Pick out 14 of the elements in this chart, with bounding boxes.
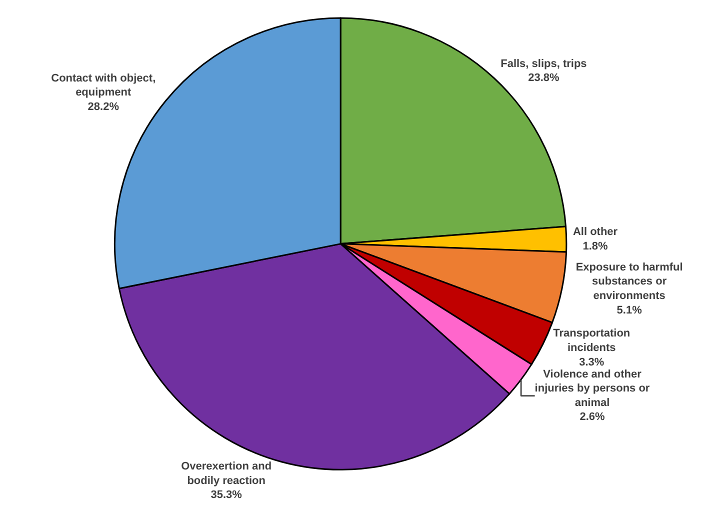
slice-label: Exposure to harmful substances or environments xyxy=(576,261,683,302)
slice-label: Transportation incidents xyxy=(553,328,630,354)
data-label: 5.1% xyxy=(616,304,642,316)
data-label: 1.8% xyxy=(582,240,608,252)
slice-label: All other xyxy=(572,226,618,238)
data-label: 35.3% xyxy=(210,489,242,502)
slice-label: Violence and other injuries by persons or animal xyxy=(534,368,650,409)
data-label: 3.3% xyxy=(579,356,604,368)
slice-label: Falls, slips, trips xyxy=(500,58,587,70)
slice-label: Overexertion and bodily reaction xyxy=(181,460,272,487)
data-label: 28.2% xyxy=(88,100,120,113)
data-label: 2.6% xyxy=(580,411,605,424)
slice-label: Contact with object, equipment xyxy=(51,72,156,99)
data-label: 23.8% xyxy=(528,72,560,84)
